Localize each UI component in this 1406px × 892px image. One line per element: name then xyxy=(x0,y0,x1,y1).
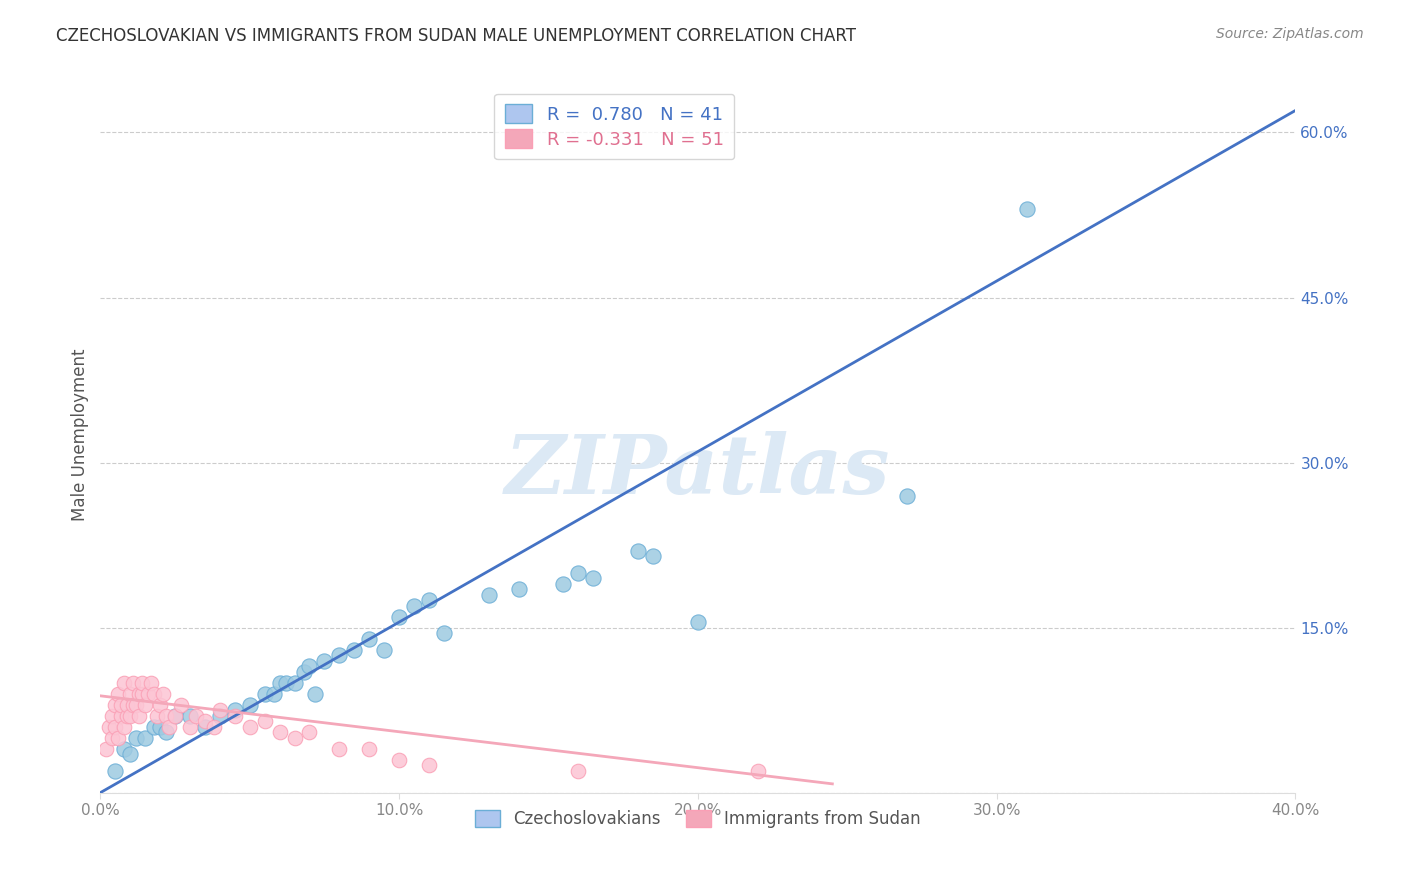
Point xyxy=(101,731,124,745)
Point xyxy=(179,708,201,723)
Point xyxy=(149,698,172,712)
Point xyxy=(125,731,148,745)
Point xyxy=(298,659,321,673)
Point xyxy=(202,720,225,734)
Y-axis label: Male Unemployment: Male Unemployment xyxy=(72,349,89,521)
Point xyxy=(115,708,138,723)
Point xyxy=(104,698,127,712)
Point xyxy=(747,764,769,778)
Legend: Czechoslovakians, Immigrants from Sudan: Czechoslovakians, Immigrants from Sudan xyxy=(468,803,928,834)
Point xyxy=(553,576,575,591)
Point xyxy=(239,698,262,712)
Point xyxy=(143,720,166,734)
Point xyxy=(567,764,589,778)
Point xyxy=(373,642,395,657)
Point xyxy=(155,725,177,739)
Point xyxy=(155,708,177,723)
Point xyxy=(478,588,501,602)
Point xyxy=(131,687,153,701)
Point xyxy=(433,626,456,640)
Point xyxy=(388,609,411,624)
Point xyxy=(582,571,605,585)
Point xyxy=(134,731,156,745)
Text: ZIPatlas: ZIPatlas xyxy=(505,431,890,511)
Point xyxy=(508,582,530,596)
Point xyxy=(131,675,153,690)
Point xyxy=(96,741,118,756)
Point xyxy=(120,708,142,723)
Text: CZECHOSLOVAKIAN VS IMMIGRANTS FROM SUDAN MALE UNEMPLOYMENT CORRELATION CHART: CZECHOSLOVAKIAN VS IMMIGRANTS FROM SUDAN… xyxy=(56,27,856,45)
Point xyxy=(146,708,169,723)
Point xyxy=(208,708,231,723)
Point xyxy=(120,747,142,761)
Point xyxy=(112,741,135,756)
Point xyxy=(283,675,305,690)
Point xyxy=(298,725,321,739)
Point xyxy=(686,615,709,629)
Point xyxy=(120,687,142,701)
Point xyxy=(104,764,127,778)
Point xyxy=(402,599,425,613)
Point xyxy=(627,543,650,558)
Point xyxy=(253,687,276,701)
Point xyxy=(143,687,166,701)
Point xyxy=(328,741,350,756)
Text: Source: ZipAtlas.com: Source: ZipAtlas.com xyxy=(1216,27,1364,41)
Point xyxy=(343,642,366,657)
Point xyxy=(194,720,217,734)
Point xyxy=(304,687,326,701)
Point xyxy=(643,549,665,563)
Point xyxy=(157,720,180,734)
Point xyxy=(122,675,145,690)
Point xyxy=(359,632,381,646)
Point xyxy=(152,687,174,701)
Point xyxy=(274,675,297,690)
Point xyxy=(194,714,217,728)
Point xyxy=(292,665,315,679)
Point xyxy=(149,720,172,734)
Point xyxy=(122,698,145,712)
Point xyxy=(239,720,262,734)
Point xyxy=(115,698,138,712)
Point xyxy=(263,687,285,701)
Point xyxy=(418,758,440,772)
Point xyxy=(359,741,381,756)
Point xyxy=(388,753,411,767)
Point xyxy=(567,566,589,580)
Point xyxy=(253,714,276,728)
Point xyxy=(101,708,124,723)
Point xyxy=(112,720,135,734)
Point xyxy=(163,708,186,723)
Point xyxy=(163,708,186,723)
Point xyxy=(1015,202,1038,217)
Point xyxy=(208,703,231,717)
Point xyxy=(179,720,201,734)
Point xyxy=(104,720,127,734)
Point xyxy=(107,731,129,745)
Point xyxy=(107,687,129,701)
Point xyxy=(269,725,291,739)
Point xyxy=(98,720,121,734)
Point xyxy=(269,675,291,690)
Point xyxy=(224,708,246,723)
Point xyxy=(283,731,305,745)
Point xyxy=(170,698,193,712)
Point xyxy=(112,675,135,690)
Point xyxy=(184,708,207,723)
Point xyxy=(328,648,350,662)
Point xyxy=(134,698,156,712)
Point xyxy=(128,708,150,723)
Point xyxy=(110,698,132,712)
Point xyxy=(224,703,246,717)
Point xyxy=(896,489,918,503)
Point xyxy=(136,687,159,701)
Point xyxy=(125,698,148,712)
Point xyxy=(418,593,440,607)
Point xyxy=(314,654,336,668)
Point xyxy=(110,708,132,723)
Point xyxy=(139,675,162,690)
Point xyxy=(128,687,150,701)
